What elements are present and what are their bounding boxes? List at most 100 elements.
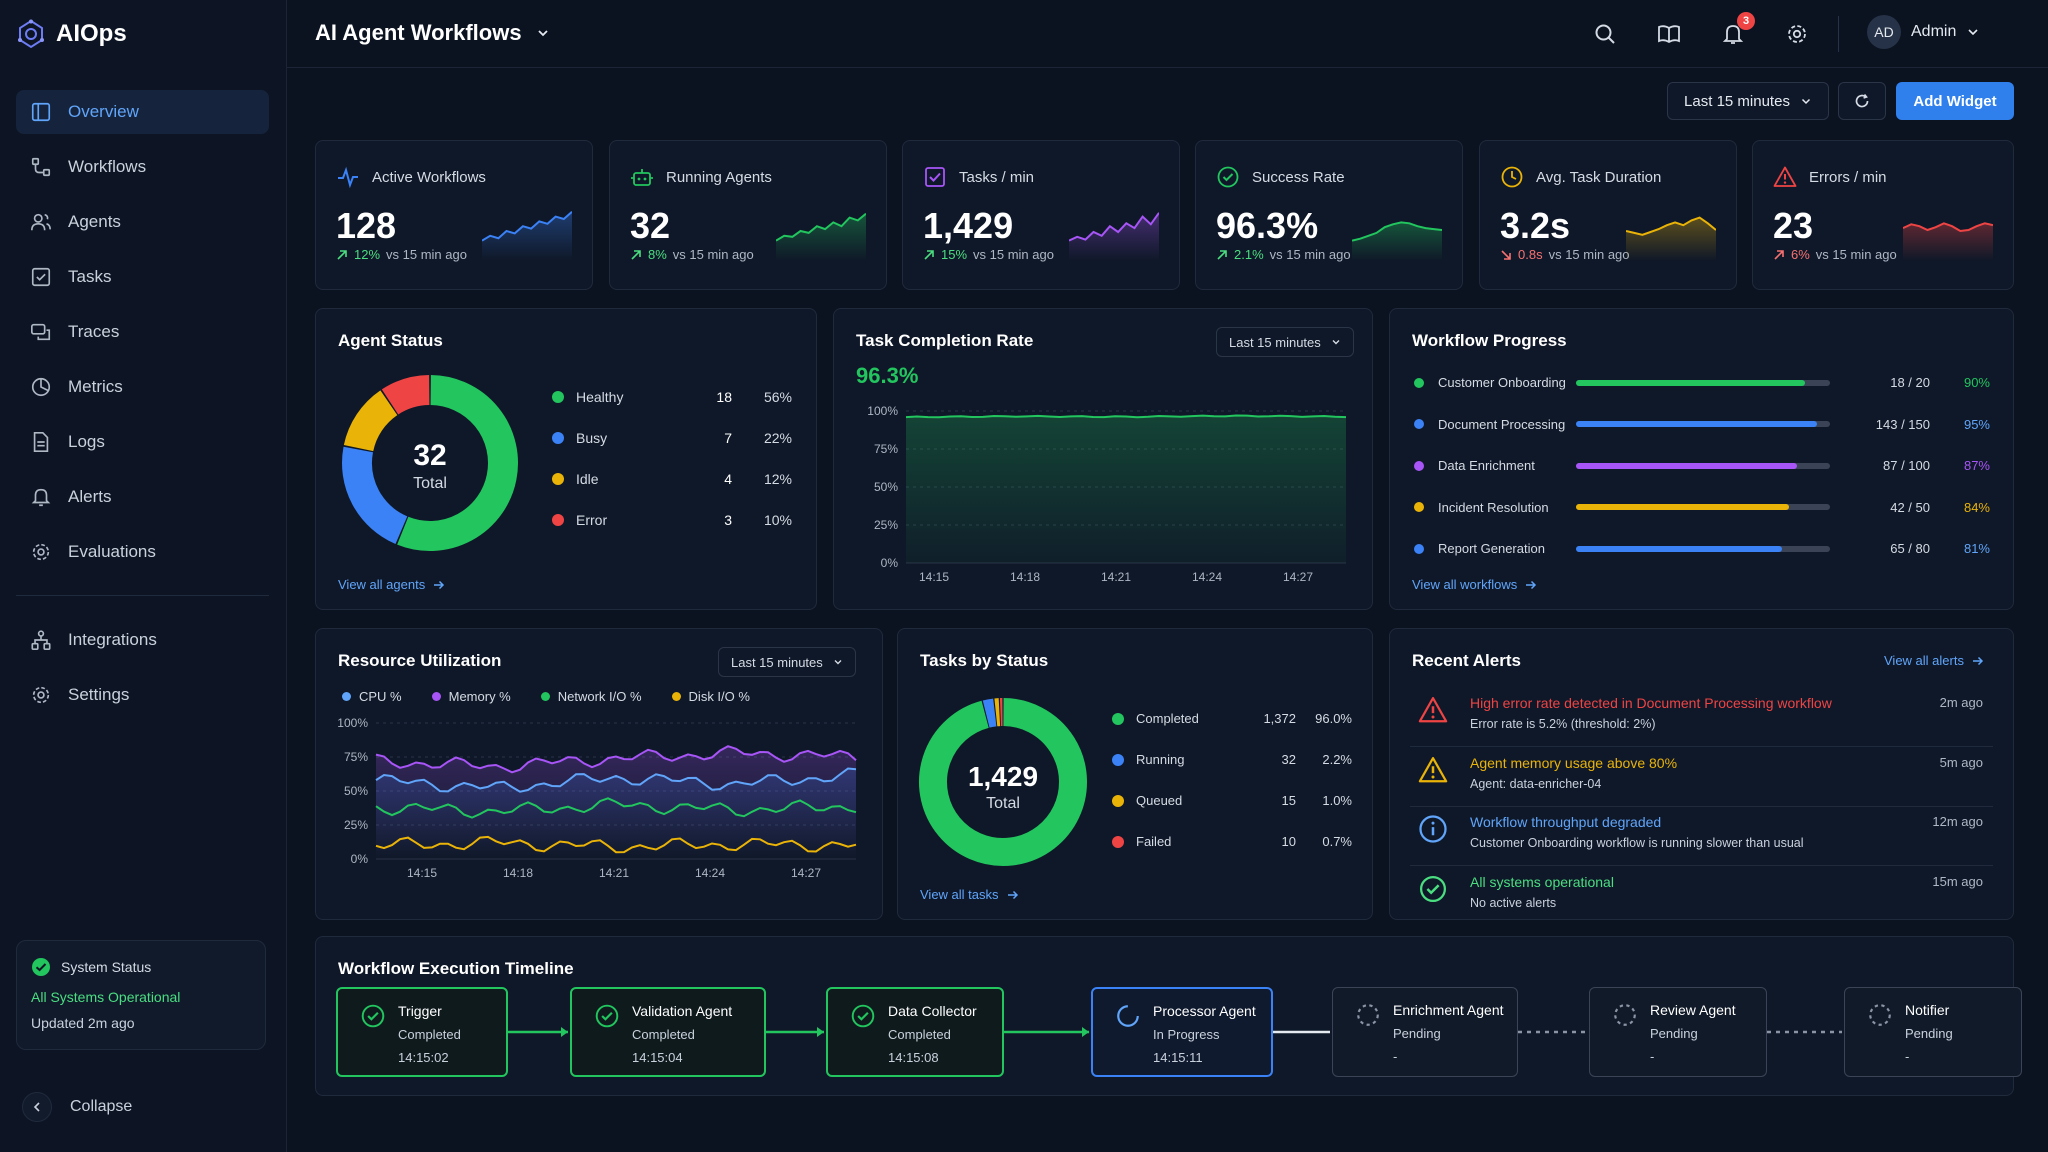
workspace-selector[interactable]: AI Agent Workflows <box>315 20 550 46</box>
tasks-status-row-completed[interactable]: Completed 1,372 96.0% <box>1112 711 1352 726</box>
tasks-status-row-queued[interactable]: Queued 15 1.0% <box>1112 793 1352 808</box>
alert-subtitle: No active alerts <box>1470 895 1557 910</box>
timeline-step-data-collector[interactable]: Data Collector Completed 14:15:08 <box>826 987 1004 1077</box>
legend-dot <box>1414 460 1424 471</box>
tasks-status-name: Completed <box>1136 711 1199 726</box>
progress-fill <box>1576 379 1805 386</box>
notifications-button[interactable]: 3 <box>1719 12 1755 48</box>
sidebar-item-evaluations[interactable]: Evaluations <box>16 530 269 574</box>
alert-icon-wrap <box>1418 874 1448 909</box>
view-all-agents-link[interactable]: View all agents <box>338 577 445 592</box>
step-status-icon-wrap <box>594 1003 620 1034</box>
sidebar-item-metrics[interactable]: Metrics <box>16 365 269 409</box>
workflow-pct: 84% <box>1963 499 1990 515</box>
x-tick-label: 14:18 <box>1010 570 1040 584</box>
timeline-step-validation-agent[interactable]: Validation Agent Completed 14:15:04 <box>570 987 766 1077</box>
completion-line[interactable] <box>905 414 1347 419</box>
collapse-button[interactable]: Collapse <box>22 1092 132 1122</box>
sidebar-item-tasks[interactable]: Tasks <box>16 255 269 299</box>
book-icon <box>1658 25 1680 44</box>
donut-slice-busy[interactable] <box>342 446 408 544</box>
task-completion-range-select[interactable]: Last 15 minutes <box>1216 327 1354 357</box>
agent-status-row-idle[interactable]: Idle 4 12% <box>552 471 792 487</box>
kpi-title-label: Running Agents <box>666 168 772 186</box>
resource-line-cpu-[interactable] <box>375 767 857 793</box>
alert-subtitle: Customer Onboarding workflow is running … <box>1470 836 1804 850</box>
resource-legend-item[interactable]: Disk I/O % <box>671 689 750 704</box>
alert-item[interactable]: Agent memory usage above 80% Agent: data-… <box>1410 749 1993 807</box>
search-button[interactable] <box>1591 20 1619 48</box>
user-menu[interactable]: AD Admin <box>1867 15 1980 49</box>
resource-legend-item[interactable]: Memory % <box>431 689 511 704</box>
agent-status-row-healthy[interactable]: Healthy 18 56% <box>552 389 792 405</box>
donut-slice-completed[interactable] <box>919 698 1087 866</box>
sidebar-item-overview[interactable]: Overview <box>16 90 269 134</box>
resource-range-select[interactable]: Last 15 minutes <box>718 647 856 677</box>
sidebar-item-workflows[interactable]: Workflows <box>16 145 269 189</box>
alert-item[interactable]: All systems operational No active alerts 1… <box>1410 868 1993 926</box>
resource-line-network-i-o-[interactable] <box>375 797 857 819</box>
time-range-select[interactable]: Last 15 minutes <box>1667 82 1829 120</box>
brand[interactable]: AIOps <box>16 16 127 52</box>
donut-slice-error[interactable] <box>381 375 431 415</box>
refresh-button[interactable] <box>1838 82 1886 120</box>
system-status-updated: Updated 2m ago <box>31 1015 135 1031</box>
agent-status-pct: 22% <box>763 430 792 446</box>
kpi-title-label: Active Workflows <box>372 168 486 186</box>
workflow-progress-card: Workflow Progress Customer Onboarding 18 … <box>1389 308 2014 610</box>
tasks-status-row-failed[interactable]: Failed 10 0.7% <box>1112 834 1352 849</box>
donut-slice-running[interactable] <box>982 698 997 728</box>
x-tick-label: 14:15 <box>919 570 949 584</box>
add-widget-button[interactable]: Add Widget <box>1896 82 2014 120</box>
sidebar-item-integrations[interactable]: Integrations <box>16 618 269 662</box>
workflow-progress-row[interactable]: Data Enrichment 87 / 100 87% <box>1414 458 1994 473</box>
pending-icon <box>1357 1004 1379 1026</box>
sidebar-item-logs[interactable]: Logs <box>16 420 269 464</box>
resource-legend-item[interactable]: Network I/O % <box>540 689 642 704</box>
sidebar-item-agents[interactable]: Agents <box>16 200 269 244</box>
tasks-status-pct: 1.0% <box>1322 793 1352 808</box>
agent-status-row-busy[interactable]: Busy 7 22% <box>552 430 792 446</box>
timeline-step-processor-agent[interactable]: Processor Agent In Progress 14:15:11 <box>1091 987 1273 1077</box>
y-tick-label: 100% <box>337 716 368 730</box>
alert-subtitle: Error rate is 5.2% (threshold: 2%) <box>1470 717 1656 731</box>
kpi-delta-value: 8% <box>648 247 667 262</box>
sidebar-item-traces[interactable]: Traces <box>16 310 269 354</box>
view-all-tasks-link[interactable]: View all tasks <box>920 887 1019 902</box>
view-all-alerts-link[interactable]: View all alerts <box>1884 653 1984 668</box>
arrow-up-right-icon <box>631 249 641 260</box>
timeline-step-trigger[interactable]: Trigger Completed 14:15:02 <box>336 987 508 1077</box>
alert-item[interactable]: High error rate detected in Document Pro… <box>1410 689 1993 747</box>
timeline-step-enrichment-agent[interactable]: Enrichment Agent Pending - <box>1332 987 1518 1077</box>
docs-button[interactable] <box>1655 20 1683 48</box>
donut-slice-healthy[interactable] <box>397 375 518 551</box>
workflow-progress-row[interactable]: Customer Onboarding 18 / 20 90% <box>1414 375 1994 390</box>
tasks-status-name: Running <box>1136 752 1185 767</box>
sidebar-item-settings[interactable]: Settings <box>16 673 269 717</box>
sidebar-item-alerts[interactable]: Alerts <box>16 475 269 519</box>
donut-slice-idle[interactable] <box>343 390 398 452</box>
tasks-status-row-running[interactable]: Running 32 2.2% <box>1112 752 1352 767</box>
brand-name: AIOps <box>56 20 127 47</box>
alert-item[interactable]: Workflow throughput degraded Customer Onb… <box>1410 808 1993 866</box>
resource-legend-item[interactable]: CPU % <box>342 689 402 704</box>
agent-status-row-error[interactable]: Error 3 10% <box>552 512 792 528</box>
settings-button[interactable] <box>1783 20 1811 48</box>
sparkline-area <box>1352 222 1442 261</box>
tasks-by-status-card: Tasks by Status 1,429 Total Completed 1,3… <box>897 628 1373 920</box>
view-all-workflows-link[interactable]: View all workflows <box>1412 577 1537 592</box>
agent-status-pct: 12% <box>763 471 792 487</box>
workflow-progress-row[interactable]: Document Processing 143 / 150 95% <box>1414 417 1994 432</box>
kpi-sparkline <box>1352 221 1442 261</box>
workflow-progress-row[interactable]: Report Generation 65 / 80 81% <box>1414 541 1994 556</box>
y-tick-label: 50% <box>344 784 368 798</box>
workflow-progress-row[interactable]: Incident Resolution 42 / 50 84% <box>1414 500 1994 515</box>
resource-line-disk-i-o-[interactable] <box>375 835 857 854</box>
view-all-agents-label: View all agents <box>338 577 426 592</box>
kpi-delta-note: vs 15 min ago <box>386 247 467 262</box>
timeline-step-notifier[interactable]: Notifier Pending - <box>1844 987 2022 1077</box>
sparkline-area <box>482 211 572 261</box>
timeline-step-review-agent[interactable]: Review Agent Pending - <box>1589 987 1767 1077</box>
resource-line-memory-[interactable] <box>375 745 857 774</box>
agent-status-card: Agent Status 32 Total Healthy 18 56% Busy 7 2… <box>315 308 817 610</box>
